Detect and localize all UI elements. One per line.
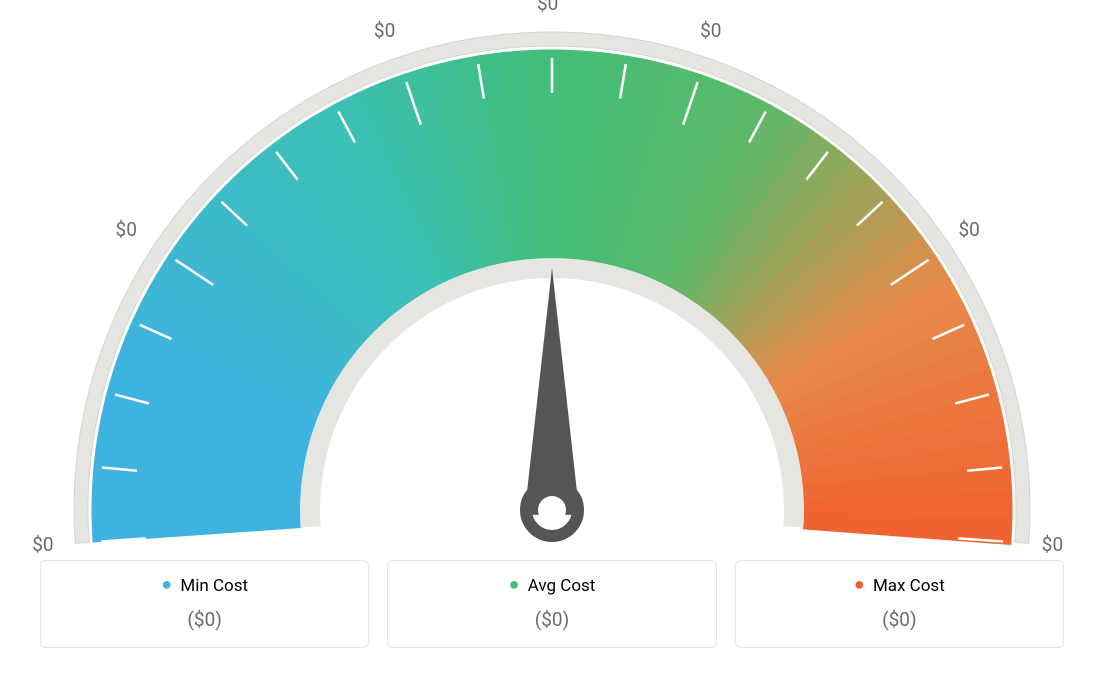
- scale-label: $0: [1042, 533, 1063, 556]
- legend-title-avg: ● Avg Cost: [388, 575, 715, 596]
- scale-label: $0: [116, 218, 137, 241]
- legend-value-min: ($0): [41, 608, 368, 631]
- dot-icon: ●: [161, 574, 172, 595]
- scale-label: $0: [700, 19, 721, 42]
- legend-card-min: ● Min Cost ($0): [40, 560, 369, 648]
- gauge-chart: $0 $0 $0 $0 $0 $0 $0: [0, 0, 1104, 560]
- scale-label: $0: [32, 533, 53, 556]
- dot-icon: ●: [854, 574, 865, 595]
- legend-value-avg: ($0): [388, 608, 715, 631]
- legend-title-min: ● Min Cost: [41, 575, 368, 596]
- legend-value-max: ($0): [736, 608, 1063, 631]
- legend-card-max: ● Max Cost ($0): [735, 560, 1064, 648]
- legend-label: Min Cost: [180, 576, 248, 596]
- dot-icon: ●: [509, 574, 520, 595]
- legend-row: ● Min Cost ($0) ● Avg Cost ($0) ● Max Co…: [0, 560, 1104, 648]
- scale-label: $0: [374, 19, 395, 42]
- legend-label: Avg Cost: [528, 576, 596, 596]
- legend-title-max: ● Max Cost: [736, 575, 1063, 596]
- scale-label: $0: [958, 218, 979, 241]
- legend-label: Max Cost: [873, 576, 945, 596]
- gauge-svg: [0, 0, 1104, 560]
- scale-label: $0: [537, 0, 558, 15]
- legend-card-avg: ● Avg Cost ($0): [387, 560, 716, 648]
